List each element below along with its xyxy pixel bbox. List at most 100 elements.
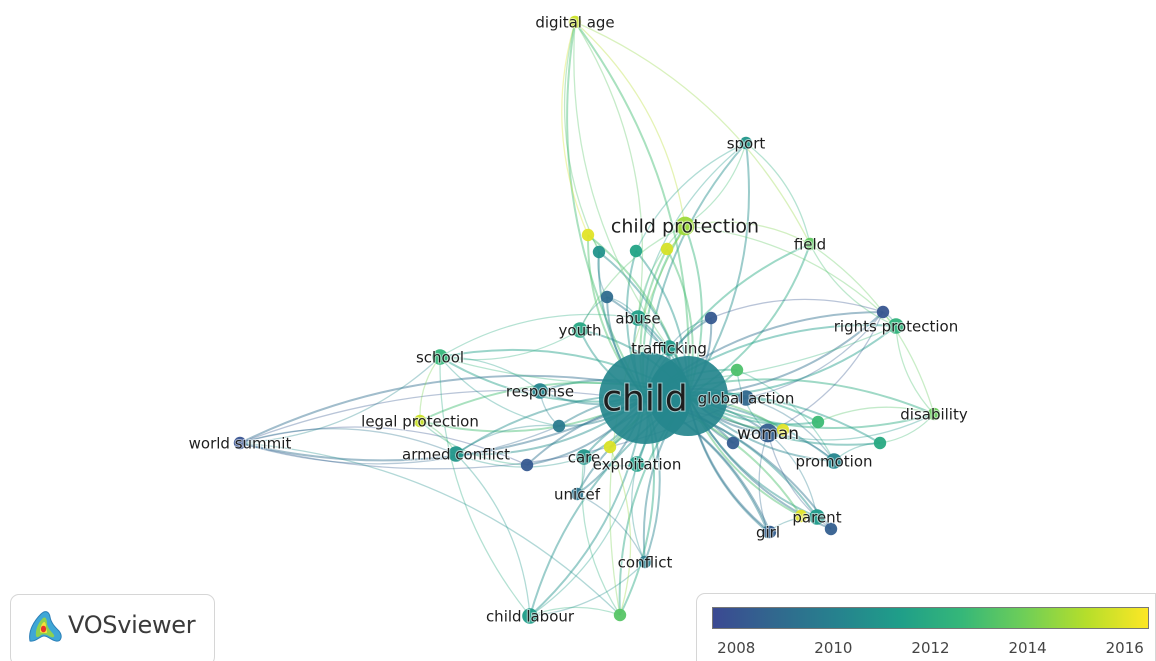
- node-response[interactable]: [532, 383, 548, 399]
- label-world-summit[interactable]: world summit: [188, 433, 293, 453]
- node-n-teal-3[interactable]: [873, 436, 887, 450]
- node-sport[interactable]: [739, 136, 753, 150]
- edge-rights-protection-disability: [895, 325, 935, 415]
- node-n-purple-4[interactable]: [726, 436, 740, 450]
- label-conflict[interactable]: conflict: [617, 552, 674, 572]
- node-n-yellow-3[interactable]: [603, 440, 617, 454]
- edge-digital-age-child-protection: [574, 21, 686, 227]
- label-girl[interactable]: girl: [755, 522, 781, 542]
- label-care[interactable]: care: [567, 447, 602, 467]
- edge-sport-child-protection: [684, 142, 747, 227]
- edge-child-protection-youth: [579, 225, 686, 331]
- edge-world-summit-n-purple-3: [239, 426, 528, 466]
- node-n-purple-3[interactable]: [520, 458, 534, 472]
- label-woman[interactable]: woman: [736, 423, 800, 445]
- node-n-yellow-2[interactable]: [660, 242, 674, 256]
- node-n-green-3[interactable]: [613, 608, 627, 622]
- node-n-yellow-1[interactable]: [581, 228, 595, 242]
- edge-global-action-promotion: [745, 397, 835, 462]
- node-n-teal-1[interactable]: [592, 245, 606, 259]
- node-rights-protection[interactable]: [888, 318, 904, 334]
- legend-tick-2016: 2016: [1105, 639, 1144, 657]
- label-child[interactable]: child: [601, 378, 688, 421]
- node-n-yellow-5[interactable]: [794, 509, 808, 523]
- label-sport[interactable]: sport: [726, 133, 767, 153]
- label-youth[interactable]: youth: [558, 320, 603, 340]
- node-abuse[interactable]: [630, 310, 646, 326]
- edge-field-rights-protection: [809, 243, 897, 327]
- edge-sport-field: [745, 142, 811, 245]
- label-promotion[interactable]: promotion: [794, 451, 873, 471]
- node-n-blue-1[interactable]: [600, 290, 614, 304]
- node-n-green-2[interactable]: [811, 415, 825, 429]
- label-school[interactable]: school: [415, 347, 465, 367]
- label-child-labour[interactable]: child labour: [485, 606, 576, 626]
- edge-armed-conflict-n-blue-2: [455, 424, 560, 455]
- label-disability[interactable]: disability: [899, 404, 969, 424]
- node-n-purple-5[interactable]: [824, 522, 838, 536]
- node-child-labour[interactable]: [522, 608, 538, 624]
- label-field[interactable]: field: [793, 234, 827, 254]
- year-color-legend: 2008 2010 2012 2014 2016: [696, 593, 1156, 661]
- edge-digital-age-trafficking: [573, 21, 670, 349]
- edge-exploitation-child-labour: [529, 463, 638, 617]
- edge-world-summit-n-green-3: [239, 442, 621, 616]
- edge-armed-conflict-child-labour: [455, 453, 531, 617]
- label-unicef[interactable]: unicef: [553, 484, 602, 504]
- node-global-action[interactable]: [738, 390, 754, 406]
- edge-child-2-digital-age: [574, 21, 690, 397]
- node-n-teal-2[interactable]: [629, 244, 643, 258]
- node-digital-age[interactable]: [568, 15, 582, 29]
- node-unicef[interactable]: [570, 487, 584, 501]
- node-child[interactable]: [599, 352, 691, 444]
- edge-n-purple-2-global-action: [745, 311, 884, 399]
- node-school[interactable]: [432, 349, 448, 365]
- node-field[interactable]: [803, 237, 817, 251]
- node-n-purple-2[interactable]: [876, 305, 890, 319]
- label-trafficking[interactable]: trafficking: [630, 338, 708, 358]
- label-response[interactable]: response: [505, 381, 575, 401]
- legend-color-bar: [712, 607, 1149, 629]
- edge-child-world-summit: [239, 397, 646, 462]
- edge-disability-woman: [767, 413, 935, 441]
- label-exploitation[interactable]: exploitation: [592, 454, 683, 474]
- edge-legal-protection-n-purple-3: [419, 420, 528, 466]
- edge-disability-n-green-2: [817, 406, 935, 423]
- node-conflict[interactable]: [638, 555, 652, 569]
- node-n-green-1[interactable]: [730, 363, 744, 377]
- node-exploitation[interactable]: [629, 456, 645, 472]
- node-n-blue-2[interactable]: [552, 419, 566, 433]
- label-parent[interactable]: parent: [791, 507, 842, 527]
- label-child-protection[interactable]: child protection: [610, 215, 760, 239]
- edge-n-purple-2-woman: [767, 311, 884, 434]
- legend-tick-2014: 2014: [1008, 639, 1047, 657]
- label-abuse[interactable]: abuse: [614, 308, 661, 328]
- label-rights-protection[interactable]: rights protection: [833, 316, 959, 336]
- edge-exploitation-conflict: [631, 463, 646, 563]
- node-parent[interactable]: [809, 509, 825, 525]
- node-care[interactable]: [576, 449, 592, 465]
- edge-n-green-1-promotion: [736, 369, 835, 462]
- node-woman[interactable]: [758, 423, 778, 443]
- edge-school-youth: [439, 329, 581, 361]
- edge-sport-abuse: [637, 142, 747, 319]
- label-global-action[interactable]: global action: [697, 388, 796, 408]
- node-n-purple-6[interactable]: [763, 525, 777, 539]
- label-digital-age[interactable]: digital age: [534, 12, 615, 32]
- node-trafficking[interactable]: [661, 340, 677, 356]
- node-youth[interactable]: [572, 322, 588, 338]
- label-armed-conflict[interactable]: armed conflict: [401, 444, 511, 464]
- node-promotion[interactable]: [826, 453, 842, 469]
- edge-n-green-3-n-yellow-3: [609, 446, 632, 616]
- label-legal-protection[interactable]: legal protection: [360, 411, 480, 431]
- node-world-summit[interactable]: [233, 436, 247, 450]
- node-child-protection[interactable]: [675, 216, 695, 236]
- node-armed-conflict[interactable]: [448, 446, 464, 462]
- node-n-purple-1[interactable]: [704, 311, 718, 325]
- edge-child-protection-field: [684, 221, 811, 245]
- node-disability[interactable]: [927, 407, 941, 421]
- node-legal-protection[interactable]: [413, 414, 427, 428]
- node-n-yellow-4[interactable]: [776, 423, 790, 437]
